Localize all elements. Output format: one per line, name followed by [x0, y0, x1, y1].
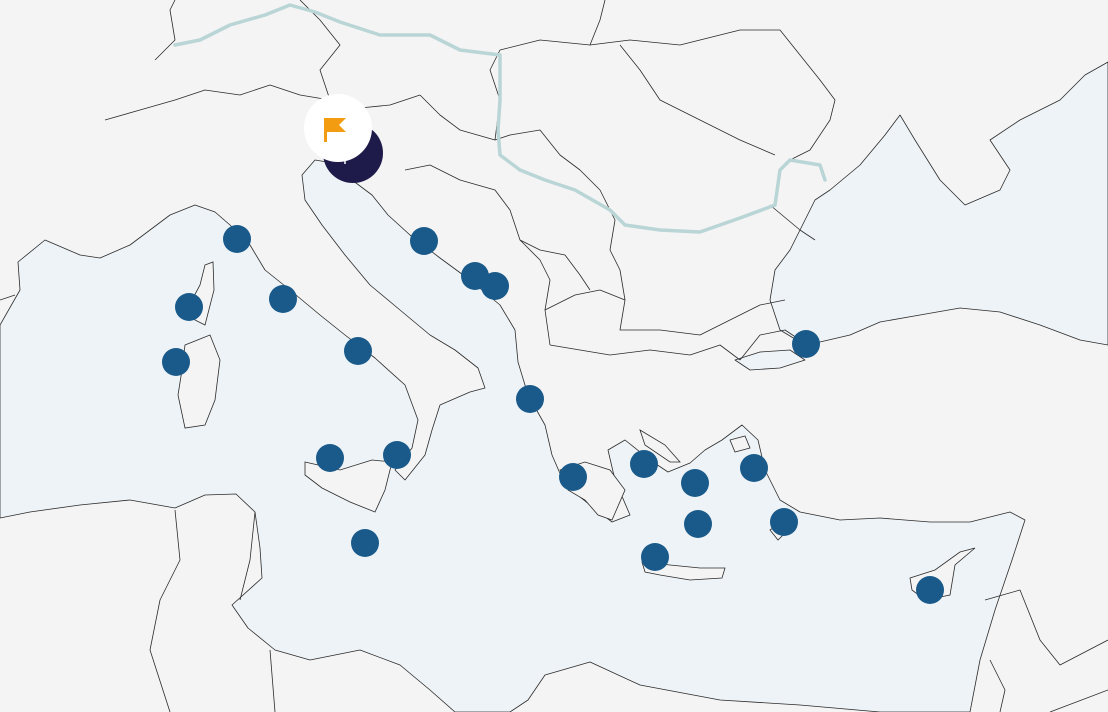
port-marker[interactable] [410, 227, 438, 255]
port-marker[interactable] [383, 441, 411, 469]
port-marker[interactable] [269, 285, 297, 313]
port-marker[interactable] [641, 543, 669, 571]
port-marker[interactable] [916, 576, 944, 604]
sicily [304, 459, 393, 513]
port-marker[interactable] [770, 508, 798, 536]
euboea [639, 429, 681, 463]
port-marker[interactable] [351, 529, 379, 557]
river [173, 3, 827, 234]
port-marker[interactable] [681, 469, 709, 497]
port-marker[interactable] [162, 348, 190, 376]
port-marker[interactable] [740, 454, 768, 482]
port-marker[interactable] [175, 293, 203, 321]
port-marker[interactable] [792, 330, 820, 358]
port-marker[interactable] [223, 225, 251, 253]
port-marker[interactable] [481, 272, 509, 300]
lesbos [729, 435, 751, 453]
port-marker[interactable] [516, 385, 544, 413]
flag-icon [324, 118, 346, 142]
port-marker[interactable] [630, 450, 658, 478]
port-marker[interactable] [684, 510, 712, 538]
port-marker[interactable] [316, 444, 344, 472]
port-marker[interactable] [344, 337, 372, 365]
port-marker[interactable] [559, 463, 587, 491]
selected-port[interactable] [304, 94, 383, 183]
sea-of-marmara [734, 349, 806, 371]
ports [162, 225, 944, 604]
